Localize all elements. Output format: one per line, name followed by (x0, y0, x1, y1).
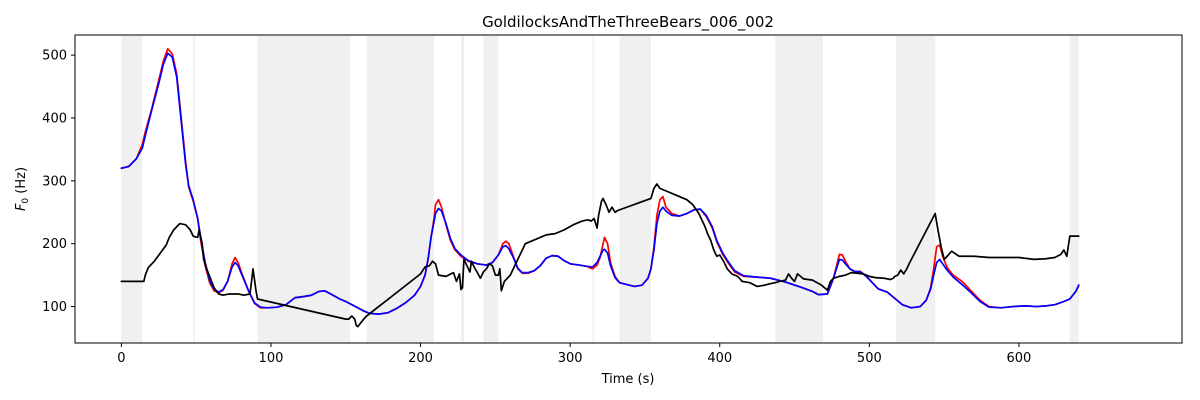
shaded-region-3 (366, 35, 435, 343)
y-axis-label: F0 (Hz) (14, 167, 31, 211)
silence-shading-layer (121, 35, 1079, 343)
x-tick-label: 100 (259, 351, 284, 366)
shaded-region-0 (121, 35, 143, 343)
shaded-region-7 (619, 35, 651, 343)
y-axis-label-unit: (Hz) (14, 167, 29, 198)
shaded-region-2 (257, 35, 351, 343)
y-tick-label: 200 (42, 237, 67, 252)
plot-frame (74, 34, 1183, 344)
series-line-2 (120, 183, 1080, 328)
shaded-region-9 (896, 35, 936, 343)
x-axis-ticks: 0 100 200 300 400 500 600 (117, 343, 1031, 366)
shaded-region-5 (483, 35, 499, 343)
shaded-region-1 (193, 35, 195, 343)
x-tick-label: 400 (707, 351, 732, 366)
y-axis-label-symbol: F (14, 203, 29, 211)
shaded-region-10 (1069, 35, 1079, 343)
x-tick-label: 300 (558, 351, 583, 366)
y-tick-label: 100 (42, 300, 67, 315)
x-tick-label: 500 (857, 351, 882, 366)
x-tick-label: 600 (1007, 351, 1032, 366)
y-tick-label: 400 (42, 111, 67, 126)
y-tick-label: 500 (42, 49, 67, 64)
shaded-region-6 (592, 35, 595, 343)
y-axis-label-subscript: 0 (21, 198, 31, 204)
shaded-region-4 (460, 35, 464, 343)
series-line-1 (120, 52, 1080, 315)
chart-title: GoldilocksAndTheThreeBears_006_002 (482, 13, 774, 32)
x-axis-label: Time (s) (601, 372, 655, 387)
y-axis-ticks: 100 200 300 400 500 (42, 49, 75, 315)
series-layer (120, 47, 1080, 328)
x-tick-label: 200 (408, 351, 433, 366)
shaded-region-8 (775, 35, 823, 343)
x-tick-label: 0 (117, 351, 125, 366)
y-tick-label: 300 (42, 174, 67, 189)
